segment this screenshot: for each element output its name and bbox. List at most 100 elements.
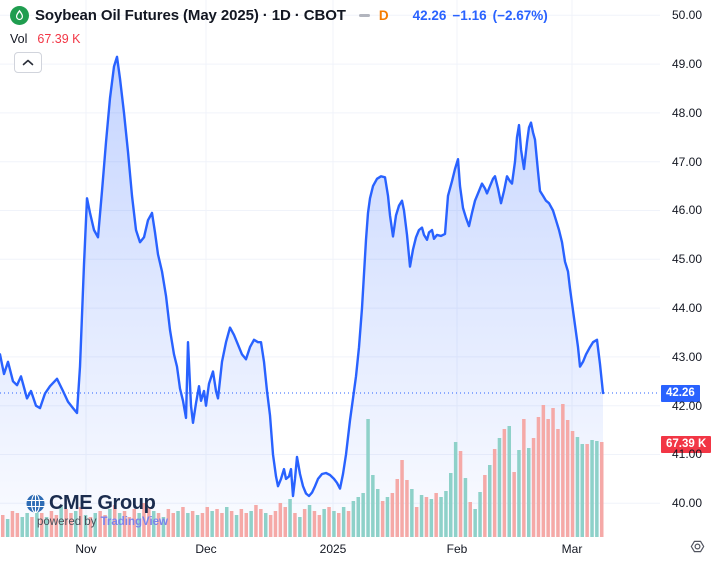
volume-legend: Vol 67.39 K — [10, 32, 80, 46]
interval-label[interactable]: D — [378, 8, 389, 23]
volume-bar — [152, 511, 156, 537]
volume-bar — [93, 513, 97, 537]
volume-bar — [458, 451, 463, 537]
volume-bar — [259, 509, 263, 537]
price-tick-label: 43.00 — [672, 349, 703, 364]
volume-bar — [264, 513, 268, 537]
volume-bar — [156, 513, 161, 537]
volume-bar — [449, 473, 453, 537]
volume-bar — [15, 513, 20, 537]
time-axis[interactable]: Nov Dec 2025 Feb Mar — [0, 537, 660, 562]
volume-bar — [215, 509, 219, 537]
price-line — [0, 55, 605, 498]
volume-bar — [186, 513, 190, 537]
price-change-percent: (−2.67%) — [492, 8, 548, 23]
volume-bar — [317, 515, 322, 537]
volume-bar — [439, 497, 443, 537]
tradingview-link[interactable]: TradingView — [100, 516, 168, 528]
volume-bar — [575, 437, 580, 537]
volume-bar — [74, 511, 78, 537]
volume-bar — [556, 429, 560, 537]
volume-bar — [429, 499, 434, 537]
volume-bar — [414, 507, 419, 537]
time-tick-label: Dec — [195, 542, 217, 556]
volume-bar — [337, 513, 341, 537]
volume-bar — [220, 513, 224, 537]
volume-bar — [502, 429, 507, 537]
price-tick-label: 49.00 — [672, 57, 703, 72]
quote: 42.26 −1.16 (−2.67%) — [413, 8, 548, 23]
volume-bar — [78, 507, 83, 537]
collapse-legend-button[interactable] — [14, 52, 42, 73]
volume-bar — [595, 441, 599, 537]
volume-bar — [322, 509, 326, 537]
volume-bar — [229, 511, 234, 537]
volume-bar — [132, 509, 136, 537]
volume-bar — [551, 408, 555, 537]
volume-bar — [142, 503, 146, 537]
volume-bar — [497, 438, 502, 537]
price-tick-label: 45.00 — [672, 252, 703, 267]
volume-bar — [522, 419, 526, 537]
soybean-oil-logo-icon — [10, 6, 29, 25]
volume-bar — [570, 431, 575, 537]
time-tick-label: Nov — [75, 542, 97, 556]
price-chart-canvas[interactable] — [0, 0, 660, 562]
volume-bar — [492, 449, 497, 537]
volume-bar — [64, 509, 68, 537]
price-axis[interactable]: 42.26 67.39 K 40.00 41.00 42.00 43.00 44.00 4… — [660, 0, 721, 537]
volume-bar — [278, 503, 283, 537]
volume-bar — [531, 438, 536, 537]
volume-bar — [395, 479, 399, 537]
volume-bar — [190, 511, 195, 537]
volume-bar — [517, 450, 521, 537]
chevron-up-icon — [22, 59, 34, 66]
attribution: CME Group powered by TradingView — [26, 492, 168, 528]
volume-bar — [478, 492, 482, 537]
volume-bar — [5, 519, 10, 537]
volume-value: 67.39 K — [37, 32, 81, 46]
volume-bar — [507, 426, 511, 537]
volume-bar — [483, 475, 487, 537]
volume-bar — [98, 511, 102, 537]
volume-bar — [268, 515, 273, 537]
volume-bar — [400, 460, 404, 537]
volume-bar — [239, 509, 244, 537]
volume-bar — [254, 505, 258, 537]
volume-bar — [244, 513, 248, 537]
volume-bar — [166, 509, 171, 537]
chart-header: Soybean Oil Futures (May 2025) · 1D · CB… — [10, 6, 548, 25]
volume-bar — [424, 497, 429, 537]
volume-bar — [293, 513, 297, 537]
settings-gear-icon[interactable] — [690, 539, 705, 559]
price-tick-label: 46.00 — [672, 203, 703, 218]
volume-bar — [541, 405, 546, 537]
volume-bar — [565, 420, 570, 537]
volume-bar — [40, 513, 44, 537]
symbol-title[interactable]: Soybean Oil Futures (May 2025) · 1D · CB… — [35, 7, 346, 24]
volume-bar — [44, 517, 49, 537]
volume-bar — [161, 517, 166, 537]
volume-bar — [361, 493, 365, 537]
volume-bar — [298, 517, 302, 537]
volume-bar — [113, 505, 117, 537]
volume-bar — [527, 448, 531, 537]
volume-bar — [351, 501, 356, 537]
time-tick-label: 2025 — [319, 542, 347, 556]
cme-logo[interactable]: CME Group — [26, 492, 168, 515]
volume-bar — [20, 517, 24, 537]
volume-bar — [366, 419, 370, 537]
volume-bar — [137, 513, 141, 537]
volume-bar — [108, 509, 112, 537]
volume-bar — [59, 505, 63, 537]
price-tick-label: 42.00 — [672, 398, 703, 413]
price-tick-label: 50.00 — [672, 8, 703, 23]
volume-bar — [380, 501, 385, 537]
volume-bar — [147, 507, 151, 537]
volume-bar — [410, 489, 414, 537]
volume-bar — [405, 480, 409, 537]
volume-bar — [546, 419, 550, 537]
volume-bar — [312, 511, 317, 537]
volume-bar — [205, 507, 209, 537]
